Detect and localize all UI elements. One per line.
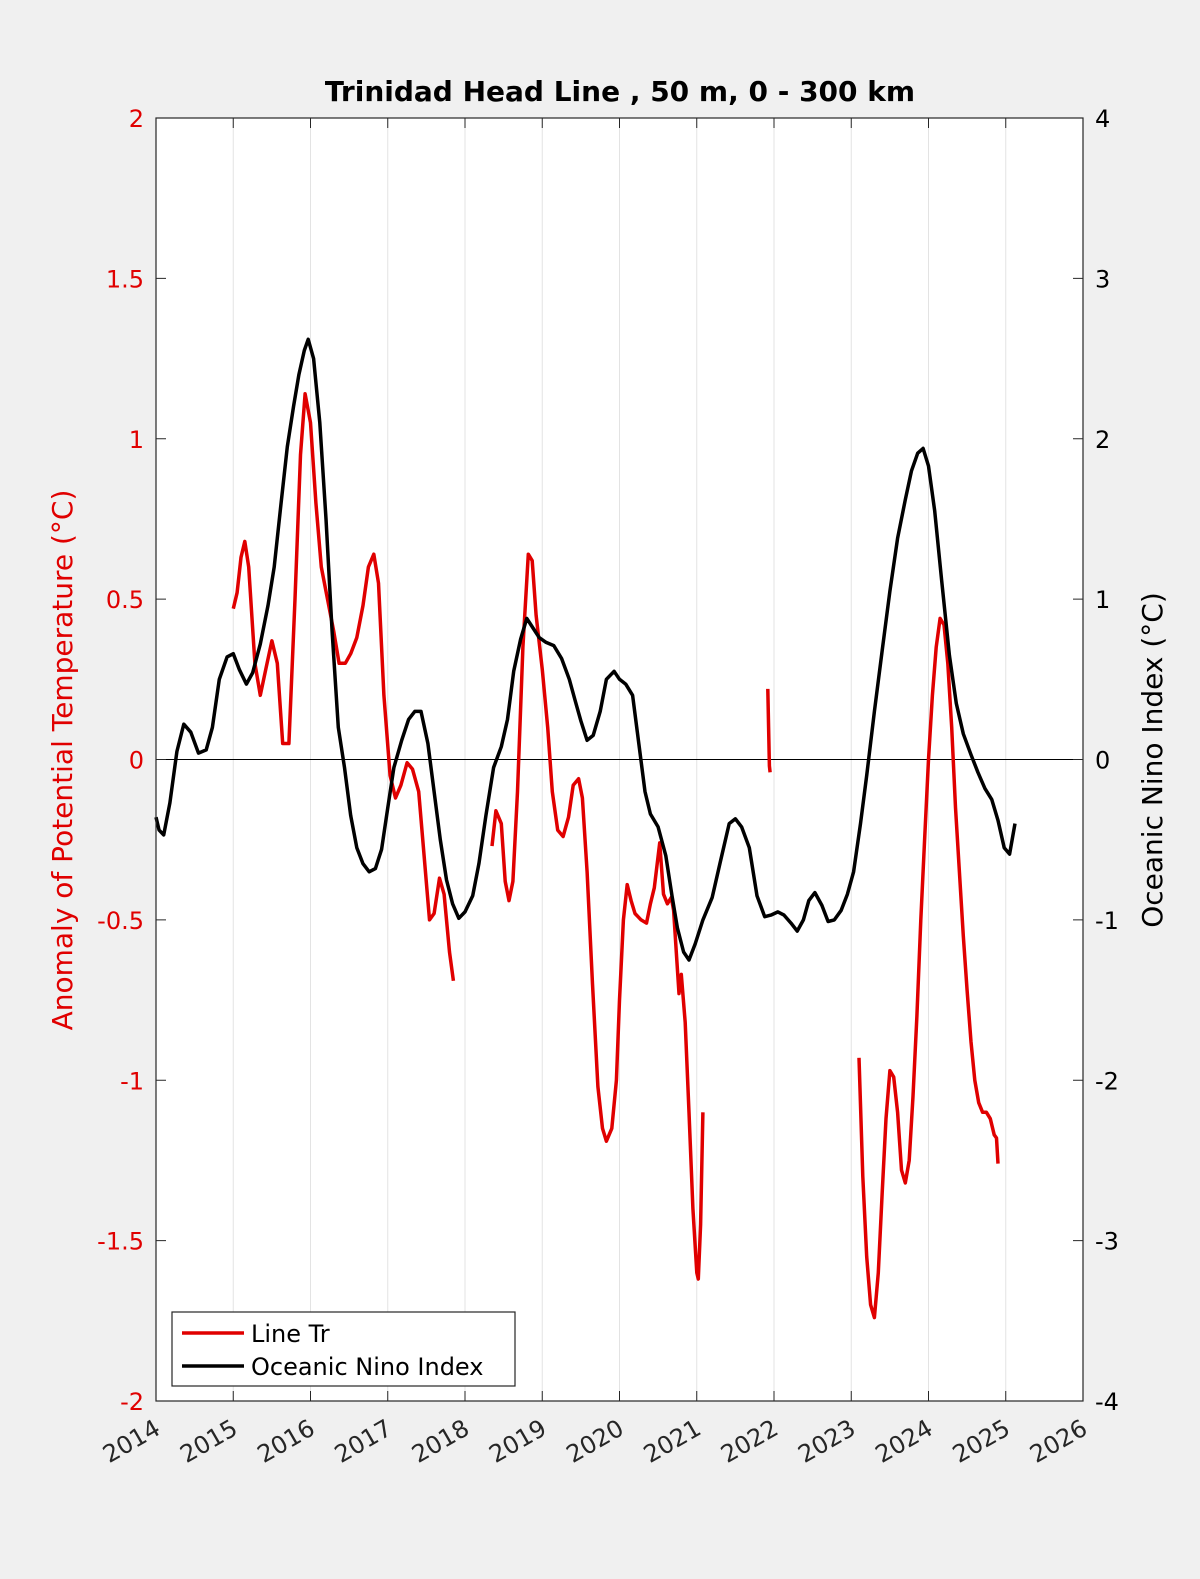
series-lines [154,337,1017,1320]
y-right-tick-label: -3 [1095,1228,1119,1256]
series-line-tr-path [231,392,456,982]
x-tick-label: 2018 [407,1414,474,1469]
y-right-tick-label: 4 [1095,105,1110,133]
chart-title: Trinidad Head Line , 50 m, 0 - 300 km [325,75,915,108]
x-tick-label: 2019 [484,1414,551,1469]
x-tick-label: 2014 [98,1414,165,1469]
y-left-tick-label: 1 [129,426,144,454]
x-tick-label: 2024 [871,1414,938,1469]
y-right-tick-label: -1 [1095,907,1119,935]
y-right-tick-label: 0 [1095,747,1110,775]
x-tick-label: 2022 [716,1414,783,1469]
x-tick-label: 2017 [330,1414,397,1469]
series-line-tr-path [857,616,1000,1320]
y-right-tick-label: 1 [1095,586,1110,614]
x-tick-label: 2025 [948,1414,1015,1469]
y-right-tick-label: -2 [1095,1067,1119,1095]
y-left-tick-label: -1 [120,1067,144,1095]
y-left-tick-label: -1.5 [97,1228,144,1256]
y-right-tick-label: -4 [1095,1388,1119,1416]
x-tick-label: 2015 [175,1414,242,1469]
y-left-tick-label: 2 [129,105,144,133]
x-tick-label: 2021 [639,1414,706,1469]
y-right-tick-label: 2 [1095,426,1110,454]
x-tick-label: 2023 [793,1414,860,1469]
y-axis-left-label: Anomaly of Potential Temperature (°C) [46,490,79,1031]
series-line-tr-path [766,688,772,773]
y-left-tick-label: -2 [120,1388,144,1416]
series-oni-path [154,337,1017,962]
legend: Line Tr Oceanic Nino Index [171,1311,516,1387]
y-left-tick-label: 0.5 [106,586,144,614]
x-tick-label: 2016 [253,1414,320,1469]
x-tick-label: 2026 [1025,1414,1092,1469]
y-left-tick-label: 0 [129,747,144,775]
legend-box [171,1311,516,1387]
y-left-tick-label: -0.5 [97,907,144,935]
series-line-tr-path [490,552,705,1281]
y-left-tick-label: 1.5 [106,265,144,293]
x-tick-label: 2020 [562,1414,629,1469]
legend-label-line-tr: Line Tr [251,1320,330,1348]
y-right-tick-label: 3 [1095,265,1110,293]
legend-label-oni: Oceanic Nino Index [251,1353,483,1381]
y-axis-right-label: Oceanic Nino Index (°C) [1136,592,1169,928]
